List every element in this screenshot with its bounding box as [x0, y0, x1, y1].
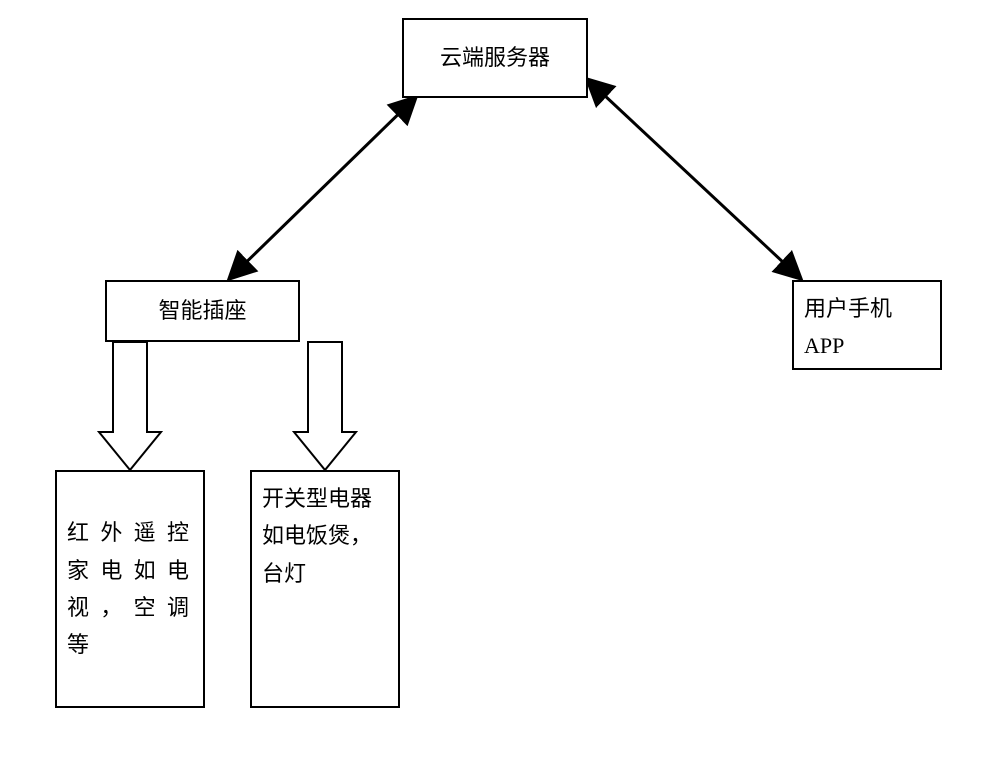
node-label: 开关型电器如电饭煲，台灯 [262, 480, 388, 592]
node-label: 红外遥控家电如电视，空调等 [67, 514, 193, 664]
edge-double-arrow [230, 98, 415, 278]
edge-block-arrow [294, 342, 356, 470]
node-cloud-server: 云端服务器 [402, 18, 588, 98]
node-label: 用户手机 APP [804, 290, 892, 365]
node-label: 云端服务器 [440, 39, 550, 76]
node-ir-appliances: 红外遥控家电如电视，空调等 [55, 470, 205, 708]
node-user-phone-app: 用户手机 APP [792, 280, 942, 370]
edge-double-arrow [588, 80, 800, 278]
diagram-canvas: 云端服务器 智能插座 用户手机 APP 红外遥控家电如电视，空调等 开关型电器如… [0, 0, 1000, 767]
node-switch-appliances: 开关型电器如电饭煲，台灯 [250, 470, 400, 708]
node-smart-socket: 智能插座 [105, 280, 300, 342]
edge-block-arrow [99, 342, 161, 470]
node-label: 智能插座 [158, 292, 246, 329]
